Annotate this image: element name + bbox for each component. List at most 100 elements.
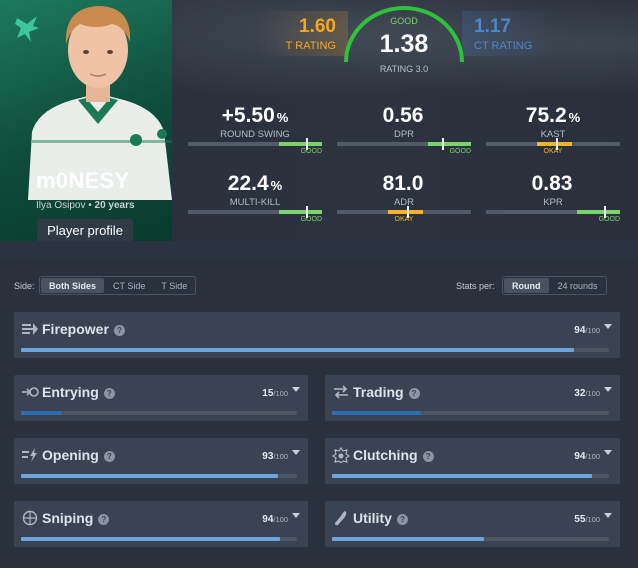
category-score: 55/100 — [574, 514, 600, 525]
stat-bar-marker — [305, 138, 308, 150]
stat-round-swing: +5.50% ROUND SWING GOOD — [188, 104, 322, 155]
stat-bar-marker — [603, 206, 606, 218]
chevron-down-icon[interactable] — [604, 324, 612, 329]
ct-rating-value: 1.17 — [474, 16, 511, 37]
side-option-both[interactable]: Both Sides — [41, 278, 105, 293]
stats-per-label: Stats per: — [456, 281, 495, 291]
stat-quality: GOOD — [300, 216, 322, 223]
category-firepower[interactable]: Firepower? 94/100 — [14, 312, 620, 358]
stat-label: ROUND SWING — [220, 129, 290, 140]
category-clutching[interactable]: Clutching? 94/100 — [325, 438, 620, 484]
category-bar-fill — [21, 348, 574, 352]
category-name: Sniping? — [42, 510, 110, 526]
t-rating: 1.60 T RATING — [258, 11, 348, 56]
stat-quality: GOOD — [449, 148, 471, 155]
help-icon[interactable]: ? — [422, 451, 434, 462]
player-profile-button[interactable]: Player profile — [37, 219, 133, 241]
help-icon[interactable]: ? — [408, 388, 420, 399]
t-rating-label: T RATING — [285, 40, 336, 52]
side-option-t[interactable]: T Side — [161, 280, 188, 291]
category-bar-fill — [21, 537, 281, 541]
background-art — [172, 0, 638, 110]
sniping-icon — [22, 510, 38, 526]
trading-icon — [334, 385, 348, 399]
player-real-name: Ilya Osipov — [36, 200, 86, 211]
stat-value: 22.4% — [227, 172, 283, 195]
stat-bar-marker — [305, 206, 308, 218]
side-filter: Both Sides CT Side T Side — [39, 276, 197, 295]
stat-label: ADR — [393, 197, 415, 208]
help-icon[interactable]: ? — [103, 388, 115, 399]
utility-icon — [335, 511, 347, 526]
side-filter-label: Side: — [14, 281, 35, 291]
category-bar-fill — [332, 537, 485, 541]
category-name: Firepower? — [42, 321, 125, 337]
stat-bar — [188, 206, 322, 218]
category-bar — [332, 474, 609, 478]
rating-gauge — [344, 6, 464, 63]
rating-quality: GOOD — [390, 16, 418, 26]
help-icon[interactable]: ? — [103, 451, 115, 462]
help-icon[interactable]: ? — [396, 514, 408, 525]
rating-label: RATING 3.0 — [379, 64, 429, 74]
category-score: 32/100 — [574, 388, 600, 399]
category-name: Opening? — [42, 447, 115, 463]
player-age: 20 years — [94, 200, 135, 211]
category-bar — [21, 411, 297, 415]
stat-kpr: 0.83 KPR GOOD — [486, 172, 620, 223]
category-score: 94/100 — [574, 451, 600, 462]
category-bar — [332, 537, 609, 541]
stat-quality: OKAY — [543, 148, 563, 155]
category-name: Entrying? — [42, 384, 115, 400]
category-score: 94/100 — [262, 514, 288, 525]
category-utility[interactable]: Utility? 55/100 — [325, 501, 620, 547]
help-icon[interactable]: ? — [113, 325, 125, 336]
chevron-down-icon[interactable] — [604, 450, 612, 455]
category-name: Trading? — [353, 384, 420, 400]
stat-bar-marker — [441, 138, 444, 150]
category-score: 15/100 — [262, 388, 288, 399]
category-entrying[interactable]: Entrying? 15/100 — [14, 375, 308, 421]
category-trading[interactable]: Trading? 32/100 — [325, 375, 620, 421]
player-nickname: m0NESY — [36, 168, 130, 193]
stat-quality: OKAY — [394, 216, 414, 223]
t-rating-value: 1.60 — [299, 16, 336, 37]
chevron-down-icon[interactable] — [604, 387, 612, 392]
stat-quality: GOOD — [598, 216, 620, 223]
help-icon[interactable]: ? — [98, 514, 110, 525]
stats-per-round[interactable]: Round — [504, 278, 549, 293]
stat-bar-fill — [279, 142, 322, 146]
stat-bar-fill — [428, 142, 471, 146]
stat-bar-fill — [279, 210, 322, 214]
category-bar — [21, 537, 297, 541]
chevron-down-icon[interactable] — [604, 513, 612, 518]
stats-per-24-rounds[interactable]: 24 rounds — [557, 280, 598, 291]
category-sniping[interactable]: Sniping? 94/100 — [14, 501, 308, 547]
category-bar — [21, 474, 297, 478]
chevron-down-icon[interactable] — [292, 513, 300, 518]
category-name: Utility? — [353, 510, 408, 526]
stat-kast: 75.2% KAST OKAY — [486, 104, 620, 155]
category-score: 93/100 — [262, 451, 288, 462]
stat-label: MULTI-KILL — [229, 197, 281, 208]
category-bar-fill — [332, 411, 421, 415]
player-panel: m0NESY Ilya Osipov • 20 years Player pro… — [0, 0, 172, 241]
stat-bar — [486, 138, 620, 150]
category-opening[interactable]: Opening? 93/100 — [14, 438, 308, 484]
ct-rating-label: CT RATING — [474, 40, 533, 52]
category-bar-fill — [21, 474, 278, 478]
stat-bar-fill — [577, 210, 620, 214]
stat-bar — [188, 138, 322, 150]
stat-label: KAST — [540, 129, 566, 140]
stat-value: 0.56 — [382, 104, 424, 127]
stat-bar-fill — [536, 142, 572, 146]
stat-bar — [337, 206, 471, 218]
player-summary-card: m0NESY Ilya Osipov • 20 years Player pro… — [0, 0, 638, 241]
chevron-down-icon[interactable] — [292, 387, 300, 392]
category-bar — [332, 411, 609, 415]
player-photo — [28, 6, 172, 200]
stat-multi-kill: 22.4% MULTI-KILL GOOD — [188, 172, 322, 223]
chevron-down-icon[interactable] — [292, 450, 300, 455]
side-option-ct[interactable]: CT Side — [113, 280, 146, 291]
stat-value: 0.83 — [531, 172, 573, 195]
